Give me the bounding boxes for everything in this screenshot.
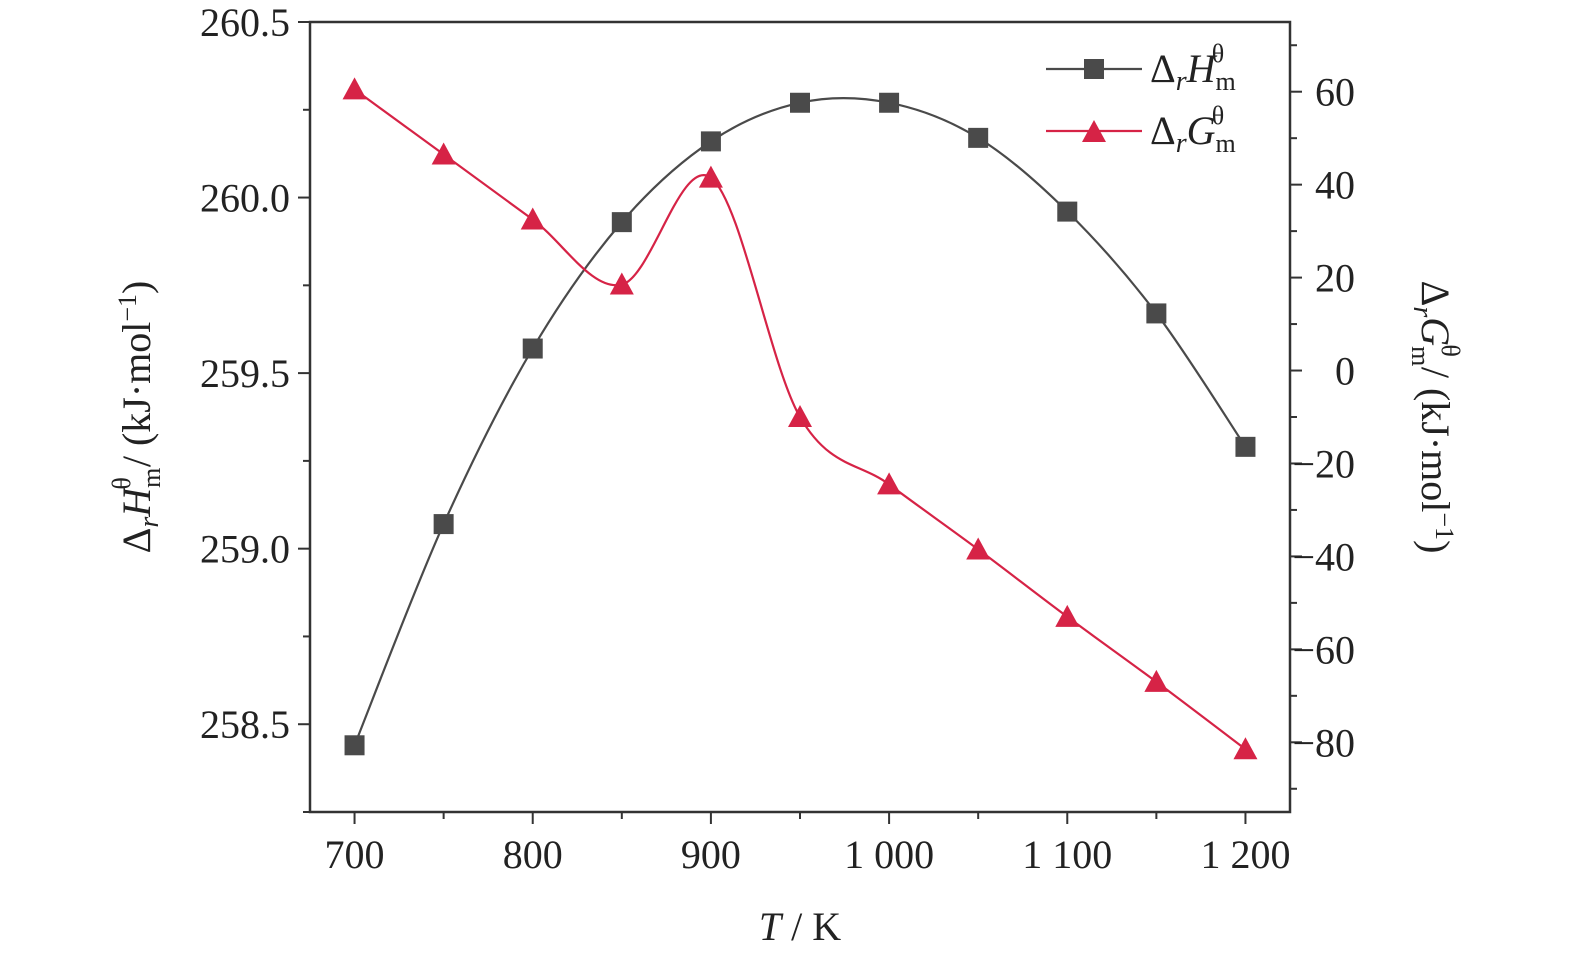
- right-y-tick-label: −60: [1292, 627, 1355, 672]
- series-line-G: [353, 88, 1247, 751]
- series-line-H: [353, 97, 1247, 746]
- data-point-H: [1146, 303, 1167, 324]
- legend: ΔrHmθ ΔrGmθ: [1046, 39, 1236, 159]
- legend-item-h: ΔrHmθ: [1046, 39, 1236, 97]
- right-y-tick-label: 20: [1315, 256, 1355, 301]
- right-y-tick-label: 40: [1315, 163, 1355, 208]
- legend-label-h: ΔrHmθ: [1150, 39, 1236, 97]
- data-point-H: [790, 92, 810, 113]
- data-point-G: [431, 142, 456, 165]
- right-y-tick-label: −80: [1292, 720, 1355, 765]
- x-tick-label: 900: [681, 832, 741, 877]
- legend-label-g: ΔrGmθ: [1150, 101, 1236, 159]
- series-layer: [342, 77, 1258, 760]
- legend-marker-g-triangle: [1082, 120, 1106, 142]
- legend-item-g: ΔrGmθ: [1046, 101, 1236, 159]
- x-tick-label: 1 200: [1200, 832, 1290, 877]
- x-tick-label: 1 100: [1022, 832, 1112, 877]
- data-point-H: [344, 735, 365, 756]
- data-point-G: [698, 165, 723, 188]
- data-point-G: [966, 537, 991, 560]
- left-y-tick-label: 260.0: [200, 176, 290, 221]
- left-y-tick-label: 259.5: [200, 351, 290, 396]
- left-y-axis-title: ΔrHmθ / (kJ·mol−1): [107, 281, 166, 554]
- data-point-H: [700, 131, 721, 152]
- data-point-G: [877, 472, 902, 495]
- x-tick-label: 800: [503, 832, 563, 877]
- left-y-tick-label: 260.5: [200, 0, 290, 45]
- x-tick-label: 700: [325, 832, 385, 877]
- data-point-H: [433, 514, 454, 535]
- left-y-tick-label: 258.5: [200, 702, 290, 747]
- data-point-H: [879, 92, 900, 113]
- x-axis-title: T / K: [759, 904, 841, 949]
- right-y-tick-label: −20: [1292, 441, 1355, 486]
- data-point-G: [520, 207, 545, 230]
- x-axis: 700 800 900 1 000 1 100 1 200: [325, 812, 1290, 877]
- series-G: [342, 77, 1258, 760]
- right-y-axis-title: ΔrGmθ / (kJ·mol−1): [1406, 281, 1465, 554]
- data-point-H: [968, 127, 989, 148]
- right-y-tick-label: −40: [1292, 534, 1355, 579]
- data-point-G: [609, 272, 634, 295]
- left-y-axis: 258.5 259.0 259.5 260.0 260.5: [200, 0, 310, 813]
- data-point-G: [788, 405, 812, 427]
- data-point-H: [522, 338, 543, 359]
- right-y-tick-label: 0: [1335, 349, 1355, 394]
- data-point-G: [1055, 604, 1080, 627]
- data-point-H: [1057, 201, 1078, 222]
- series-H: [344, 92, 1256, 756]
- data-point-G: [342, 77, 367, 100]
- data-point-H: [1235, 436, 1256, 457]
- data-point-H: [611, 212, 632, 233]
- left-y-tick-label: 259.0: [200, 527, 290, 572]
- data-point-G: [1233, 737, 1258, 760]
- right-y-tick-label: 60: [1315, 70, 1355, 115]
- legend-marker-h-square: [1084, 59, 1104, 79]
- x-tick-label: 1 000: [844, 832, 934, 877]
- right-y-axis: −80 −60 −40 −20 0 20 40 60: [1290, 44, 1355, 790]
- data-point-G: [1144, 669, 1169, 692]
